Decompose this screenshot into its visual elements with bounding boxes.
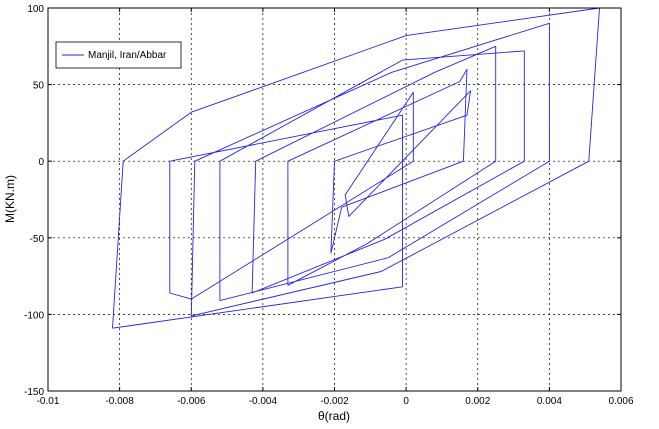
legend: Manjil, Iran/Abbar <box>55 41 182 69</box>
x-tick-label: 0.006 <box>608 396 633 407</box>
y-tick-label: 0 <box>38 157 44 168</box>
tick-marks <box>47 7 622 392</box>
x-tick-label: -0.004 <box>249 396 278 407</box>
y-tick-label: -150 <box>24 387 44 398</box>
series-layer <box>112 7 600 329</box>
x-tick-label: 0 <box>403 396 409 407</box>
x-tick-label: -0.002 <box>320 396 349 407</box>
x-tick-labels: -0.01 -0.008 -0.006 -0.004 -0.002 0 0.002 0.004… <box>37 396 634 407</box>
y-tick-label: -100 <box>24 310 44 321</box>
y-axis-label: M(KN.m) <box>3 175 17 223</box>
x-tick-label: -0.01 <box>37 396 60 407</box>
y-tick-labels: -150 -100 -50 0 50 100 <box>24 4 44 398</box>
y-tick-label: 50 <box>33 81 45 92</box>
series-line <box>112 7 600 329</box>
x-tick-label: -0.008 <box>105 396 134 407</box>
x-axis-label: θ(rad) <box>318 409 350 423</box>
legend-entry: Manjil, Iran/Abbar <box>88 50 167 61</box>
x-tick-label: -0.006 <box>177 396 206 407</box>
y-tick-label: -50 <box>30 234 45 245</box>
x-tick-label: 0.004 <box>537 396 562 407</box>
x-tick-label: 0.002 <box>465 396 490 407</box>
y-tick-label: 100 <box>27 4 44 15</box>
